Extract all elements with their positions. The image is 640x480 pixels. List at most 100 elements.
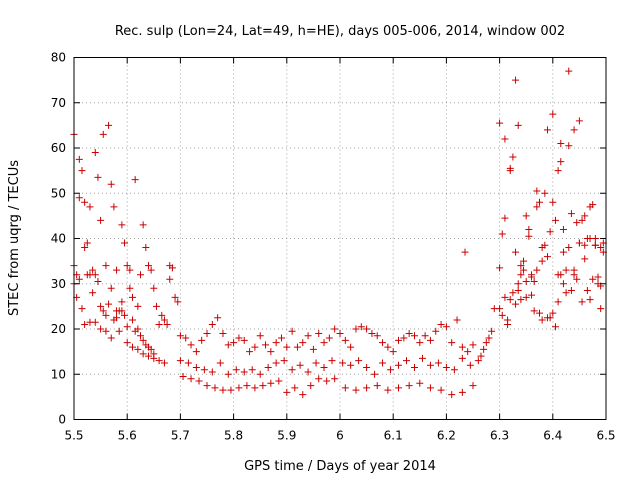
data-point bbox=[224, 341, 232, 349]
data-point bbox=[442, 363, 450, 371]
data-point bbox=[506, 296, 514, 304]
data-point bbox=[166, 275, 174, 283]
data-point bbox=[538, 244, 546, 252]
data-point bbox=[352, 325, 360, 333]
data-point bbox=[597, 244, 605, 252]
data-point bbox=[450, 366, 458, 374]
data-point bbox=[97, 302, 105, 310]
data-point bbox=[235, 384, 243, 392]
data-point bbox=[403, 357, 410, 365]
data-point bbox=[208, 368, 216, 376]
data-point bbox=[89, 266, 97, 274]
data-point bbox=[557, 158, 565, 166]
data-point bbox=[410, 363, 418, 371]
data-point bbox=[533, 266, 541, 274]
data-point bbox=[291, 384, 299, 392]
data-point bbox=[123, 262, 131, 270]
data-point bbox=[129, 343, 137, 351]
data-point bbox=[464, 348, 472, 356]
data-point bbox=[163, 320, 171, 328]
data-point bbox=[144, 262, 152, 270]
data-point bbox=[525, 232, 533, 240]
data-point bbox=[458, 343, 466, 351]
data-point bbox=[474, 357, 482, 365]
data-point bbox=[331, 375, 339, 383]
data-point bbox=[81, 198, 89, 206]
data-point bbox=[567, 210, 575, 218]
data-point bbox=[309, 345, 317, 353]
data-point bbox=[549, 309, 557, 317]
data-point bbox=[91, 271, 99, 279]
data-point bbox=[251, 384, 259, 392]
data-point bbox=[176, 357, 184, 365]
data-point bbox=[203, 330, 211, 338]
data-point bbox=[240, 336, 248, 344]
data-point bbox=[105, 300, 113, 308]
data-point bbox=[139, 350, 147, 358]
data-point bbox=[528, 291, 536, 299]
data-point bbox=[328, 357, 336, 365]
data-point bbox=[91, 318, 99, 326]
data-point bbox=[203, 382, 211, 390]
data-point bbox=[562, 289, 570, 297]
data-point bbox=[296, 361, 304, 369]
data-point bbox=[389, 348, 397, 356]
axis-ticks bbox=[73, 57, 607, 420]
x-tick-label: 6.2 bbox=[437, 429, 456, 443]
data-point bbox=[158, 311, 166, 319]
data-point bbox=[530, 307, 538, 315]
data-point bbox=[179, 373, 187, 381]
data-point bbox=[131, 176, 139, 184]
data-point bbox=[543, 253, 551, 261]
data-point bbox=[280, 357, 288, 365]
data-point bbox=[559, 280, 567, 288]
data-point bbox=[432, 327, 440, 335]
data-point bbox=[379, 339, 387, 347]
data-point bbox=[575, 117, 583, 125]
data-point bbox=[581, 255, 589, 263]
data-point bbox=[235, 334, 243, 342]
data-point bbox=[121, 311, 129, 319]
data-point bbox=[288, 366, 296, 374]
data-point bbox=[315, 375, 323, 383]
data-point bbox=[442, 323, 450, 331]
y-tick-label: 70 bbox=[51, 96, 66, 110]
data-point bbox=[97, 325, 105, 333]
data-point bbox=[187, 375, 195, 383]
data-point bbox=[288, 327, 296, 335]
data-point bbox=[520, 266, 528, 274]
data-point bbox=[567, 287, 575, 295]
data-point bbox=[323, 377, 331, 385]
data-point bbox=[299, 391, 307, 399]
data-point bbox=[208, 320, 216, 328]
data-point bbox=[549, 110, 557, 118]
data-point bbox=[416, 339, 424, 347]
data-point bbox=[352, 386, 360, 394]
data-point bbox=[307, 382, 315, 390]
data-point bbox=[517, 262, 525, 270]
data-point bbox=[387, 366, 395, 374]
data-point bbox=[578, 298, 586, 306]
data-point bbox=[363, 384, 371, 392]
data-point bbox=[522, 277, 530, 285]
data-point bbox=[134, 325, 142, 333]
data-point bbox=[536, 198, 543, 206]
data-point bbox=[363, 325, 371, 333]
grid-lines bbox=[74, 57, 606, 420]
data-point bbox=[557, 271, 565, 279]
y-tick-label: 60 bbox=[51, 141, 66, 155]
data-point bbox=[155, 357, 163, 365]
data-point bbox=[198, 336, 206, 344]
data-point bbox=[283, 388, 291, 396]
data-point bbox=[113, 266, 121, 274]
data-point bbox=[405, 382, 413, 390]
data-point bbox=[94, 277, 102, 285]
data-point bbox=[509, 153, 517, 161]
data-point bbox=[219, 330, 227, 338]
x-tick-label: 6.1 bbox=[384, 429, 403, 443]
data-point bbox=[488, 327, 496, 335]
data-point bbox=[118, 307, 126, 315]
data-point bbox=[160, 316, 168, 324]
data-point bbox=[176, 332, 184, 340]
data-point bbox=[551, 323, 559, 331]
